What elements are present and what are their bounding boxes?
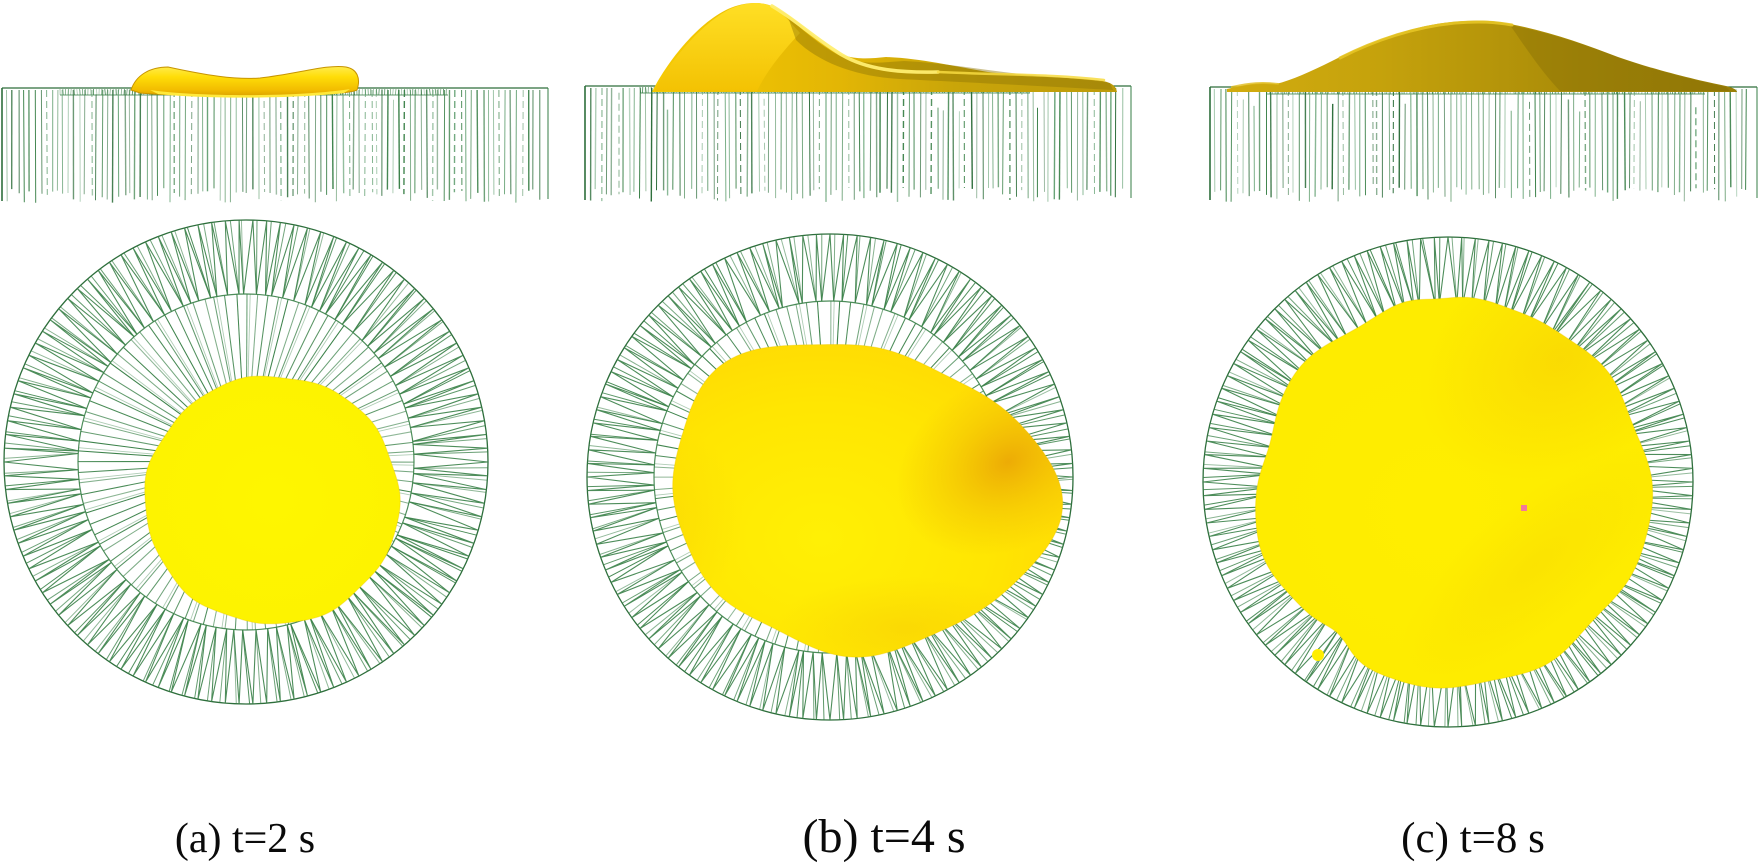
side-view-mesh-b bbox=[584, 85, 1132, 202]
droplet-side-b bbox=[652, 3, 1117, 92]
caption-panel-a: (a) t=2 s bbox=[175, 816, 315, 862]
caption-panel-c: (c) t=8 s bbox=[1401, 815, 1545, 862]
panel-b bbox=[584, 3, 1132, 721]
captions-layer: (a) t=2 s (b) t=4 s (c) t=8 s bbox=[175, 810, 1545, 863]
droplet-top-b bbox=[672, 344, 1064, 658]
detached-yellow-fleck bbox=[1312, 649, 1324, 661]
droplet-side-c bbox=[1227, 20, 1737, 92]
side-view-mesh-c bbox=[1209, 86, 1758, 202]
panels-layer bbox=[1, 3, 1758, 728]
droplet-side-a bbox=[130, 65, 360, 98]
droplet-top-a bbox=[144, 375, 401, 625]
panel-a bbox=[1, 65, 549, 705]
shading-diagonal bbox=[1398, 445, 1653, 685]
shading-dimple bbox=[896, 368, 1063, 556]
pink-marker-dot bbox=[1521, 505, 1527, 511]
caption-panel-b: (b) t=4 s bbox=[802, 810, 965, 863]
shading-left bbox=[672, 425, 743, 615]
panel-c bbox=[1202, 20, 1758, 728]
side-view-mesh-a bbox=[1, 87, 549, 203]
